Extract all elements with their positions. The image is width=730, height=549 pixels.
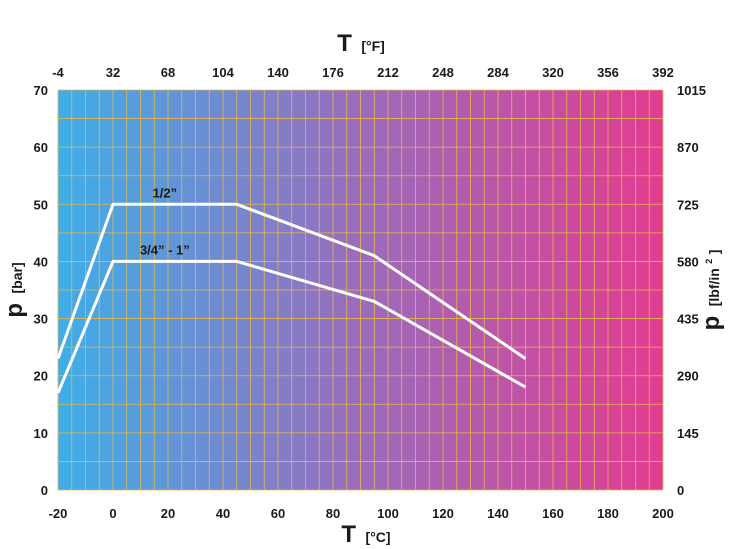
y-tick-label-bar: 0 <box>41 483 48 498</box>
series-line-1 <box>56 202 527 360</box>
x-tick-label-celsius: 200 <box>652 506 674 521</box>
x-tick-label-celsius: 160 <box>542 506 564 521</box>
y-tick-label-bar: 70 <box>34 83 48 98</box>
x-tick-label-celsius: -20 <box>49 506 68 521</box>
y-tick-label-psi: 1015 <box>677 83 706 98</box>
x-tick-label-celsius: 140 <box>487 506 509 521</box>
y-axis-bar-ticks: 0 10 20 30 40 50 60 70 <box>34 83 48 498</box>
x-axis-top-title: T [°F] <box>337 30 385 57</box>
y-tick-label-psi: 435 <box>677 312 699 327</box>
y-axis-psi-ticks: 0 145 290 435 580 725 870 1015 <box>677 83 706 498</box>
x-tick-label-celsius: 0 <box>109 506 116 521</box>
x-tick-label-fahrenheit: 140 <box>267 65 289 80</box>
x-tick-label-fahrenheit: 392 <box>652 65 674 80</box>
x-tick-label-fahrenheit: 32 <box>106 65 120 80</box>
x-tick-label-fahrenheit: 212 <box>377 65 399 80</box>
x-tick-label-celsius: 180 <box>597 506 619 521</box>
x-axis-bottom-title: T [°C] <box>341 521 390 548</box>
y-tick-label-psi: 870 <box>677 140 699 155</box>
x-tick-label-celsius: 80 <box>326 506 340 521</box>
series-lines <box>56 202 527 394</box>
grid <box>57 89 664 491</box>
x-tick-label-fahrenheit: 356 <box>597 65 619 80</box>
y-tick-label-bar: 30 <box>34 312 48 327</box>
y-tick-label-bar: 10 <box>34 426 48 441</box>
y-tick-label-bar: 40 <box>34 254 48 269</box>
series-line-2 <box>56 259 527 394</box>
x-tick-label-celsius: 60 <box>271 506 285 521</box>
x-tick-label-celsius: 100 <box>377 506 399 521</box>
x-tick-label-fahrenheit: 284 <box>487 65 509 80</box>
y-tick-label-bar: 20 <box>34 369 48 384</box>
y-tick-label-psi: 290 <box>677 369 699 384</box>
x-axis-fahrenheit-ticks: -4 32 68 104 140 176 212 248 284 320 356 392 <box>52 65 674 80</box>
x-tick-label-fahrenheit: -4 <box>52 65 64 80</box>
series-labels: 1/2” 3/4” - 1” <box>140 185 190 257</box>
x-axis-celsius-ticks: -20 0 20 40 60 80 100 120 140 160 180 200 <box>49 506 674 521</box>
x-tick-label-fahrenheit: 104 <box>212 65 234 80</box>
y-tick-label-psi: 145 <box>677 426 699 441</box>
x-tick-label-fahrenheit: 176 <box>322 65 344 80</box>
y-tick-label-psi: 0 <box>677 483 684 498</box>
series-label-2: 3/4” - 1” <box>140 242 190 257</box>
y-tick-label-psi: 580 <box>677 254 699 269</box>
y-axis-right-title: p [lbf/in 2 ] <box>698 250 725 331</box>
y-tick-label-psi: 725 <box>677 197 699 212</box>
y-tick-label-bar: 50 <box>34 197 48 212</box>
x-tick-label-fahrenheit: 68 <box>161 65 175 80</box>
x-tick-label-celsius: 20 <box>161 506 175 521</box>
x-tick-label-celsius: 40 <box>216 506 230 521</box>
series-label-1: 1/2” <box>153 185 178 200</box>
x-tick-label-celsius: 120 <box>432 506 454 521</box>
y-axis-left-title: p [bar] <box>1 262 28 317</box>
x-tick-label-fahrenheit: 320 <box>542 65 564 80</box>
y-tick-label-bar: 60 <box>34 140 48 155</box>
x-tick-label-fahrenheit: 248 <box>432 65 454 80</box>
